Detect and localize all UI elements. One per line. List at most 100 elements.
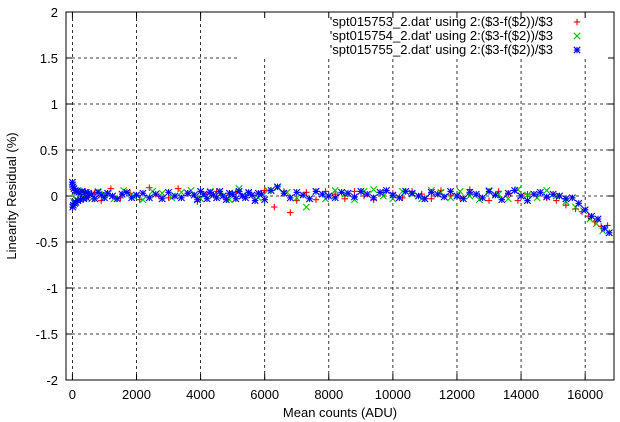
data-point <box>261 196 269 204</box>
x-tick-label: 16000 <box>567 387 603 402</box>
data-point <box>459 195 467 203</box>
data-point <box>536 188 544 196</box>
data-point <box>271 203 278 211</box>
data-point <box>318 190 326 198</box>
y-axis-title: Linearity Residual (%) <box>4 132 19 259</box>
data-point <box>568 194 576 202</box>
data-point <box>594 215 602 223</box>
data-point <box>88 190 96 198</box>
data-point <box>530 190 538 198</box>
data-point <box>562 202 570 209</box>
data-point <box>504 195 512 203</box>
series-3 <box>68 178 613 237</box>
data-point <box>158 195 166 203</box>
data-point <box>555 192 564 200</box>
data-point <box>472 190 480 198</box>
data-point <box>370 194 378 202</box>
data-point <box>456 187 464 195</box>
data-point <box>235 187 243 195</box>
data-point <box>587 212 596 220</box>
data-point <box>398 187 407 195</box>
y-tick-label: -2 <box>46 373 58 388</box>
data-point <box>344 189 352 197</box>
data-point <box>312 187 320 195</box>
x-tick-label: 10000 <box>375 387 411 402</box>
x-tick-label: 12000 <box>439 387 475 402</box>
x-tick-label: 6000 <box>250 387 279 402</box>
data-point <box>174 185 182 192</box>
y-tick-label: -1.5 <box>36 327 58 342</box>
data-point <box>107 185 115 192</box>
data-point <box>543 193 551 201</box>
legend-marker <box>573 32 581 40</box>
data-point <box>402 187 410 195</box>
data-point <box>123 188 131 196</box>
series-2 <box>68 181 613 237</box>
data-point <box>273 183 282 191</box>
y-tick-label: 0 <box>51 189 58 204</box>
legend: 'spt015753_2.dat' using 2:($3-f($2))/$3'… <box>330 14 581 57</box>
data-point <box>517 192 525 200</box>
data-point <box>232 195 240 203</box>
data-point <box>305 195 314 203</box>
data-point <box>485 197 493 204</box>
data-point <box>302 203 310 211</box>
data-point <box>216 187 224 195</box>
x-tick-label: 2000 <box>122 387 151 402</box>
data-point <box>257 190 266 198</box>
data-point <box>139 189 147 197</box>
data-point <box>511 186 519 195</box>
y-tick-label: 1 <box>51 97 58 112</box>
data-point <box>331 194 339 202</box>
legend-label: 'spt015754_2.dat' using 2:($3-f($2))/$3 <box>330 28 553 43</box>
data-point <box>485 187 493 195</box>
data-point <box>193 196 201 204</box>
data-point <box>293 194 301 202</box>
data-point <box>434 190 442 198</box>
data-point <box>312 196 320 203</box>
data-point <box>287 209 294 216</box>
data-point <box>184 189 192 197</box>
data-point <box>299 191 307 199</box>
data-point <box>341 195 349 202</box>
data-point <box>261 187 268 194</box>
data-point <box>229 190 237 198</box>
data-point <box>350 193 359 201</box>
data-point <box>200 190 208 198</box>
data-point <box>248 191 256 199</box>
data-point <box>225 196 234 204</box>
data-point <box>395 194 403 202</box>
data-point <box>414 192 423 200</box>
x-tick-label: 4000 <box>186 387 215 402</box>
data-point <box>136 196 143 203</box>
data-point <box>523 191 532 199</box>
data-point <box>264 186 272 195</box>
data-point <box>549 190 557 198</box>
data-point <box>132 191 141 199</box>
x-tick-label: 8000 <box>314 387 343 402</box>
data-point <box>479 194 487 202</box>
data-point <box>164 188 173 196</box>
data-point <box>575 199 583 207</box>
data-point <box>190 191 198 199</box>
y-tick-label: 0.5 <box>40 143 58 158</box>
data-point <box>213 194 221 202</box>
y-tick-label: 2 <box>51 5 58 20</box>
x-tick-label: 0 <box>69 387 76 402</box>
x-axis-title: Mean counts (ADU) <box>283 405 397 420</box>
data-point <box>389 191 397 199</box>
y-tick-label: -1 <box>46 281 58 296</box>
data-point <box>376 188 384 196</box>
y-tick-label: 1.5 <box>40 51 58 66</box>
data-point <box>523 197 532 205</box>
data-point <box>171 192 179 200</box>
data-point <box>543 186 551 195</box>
data-point <box>446 187 455 195</box>
data-point <box>498 196 506 204</box>
legend-marker <box>573 18 581 26</box>
data-point <box>562 195 570 203</box>
data-point <box>466 188 474 196</box>
data-point <box>241 194 250 202</box>
data-point <box>222 196 230 204</box>
